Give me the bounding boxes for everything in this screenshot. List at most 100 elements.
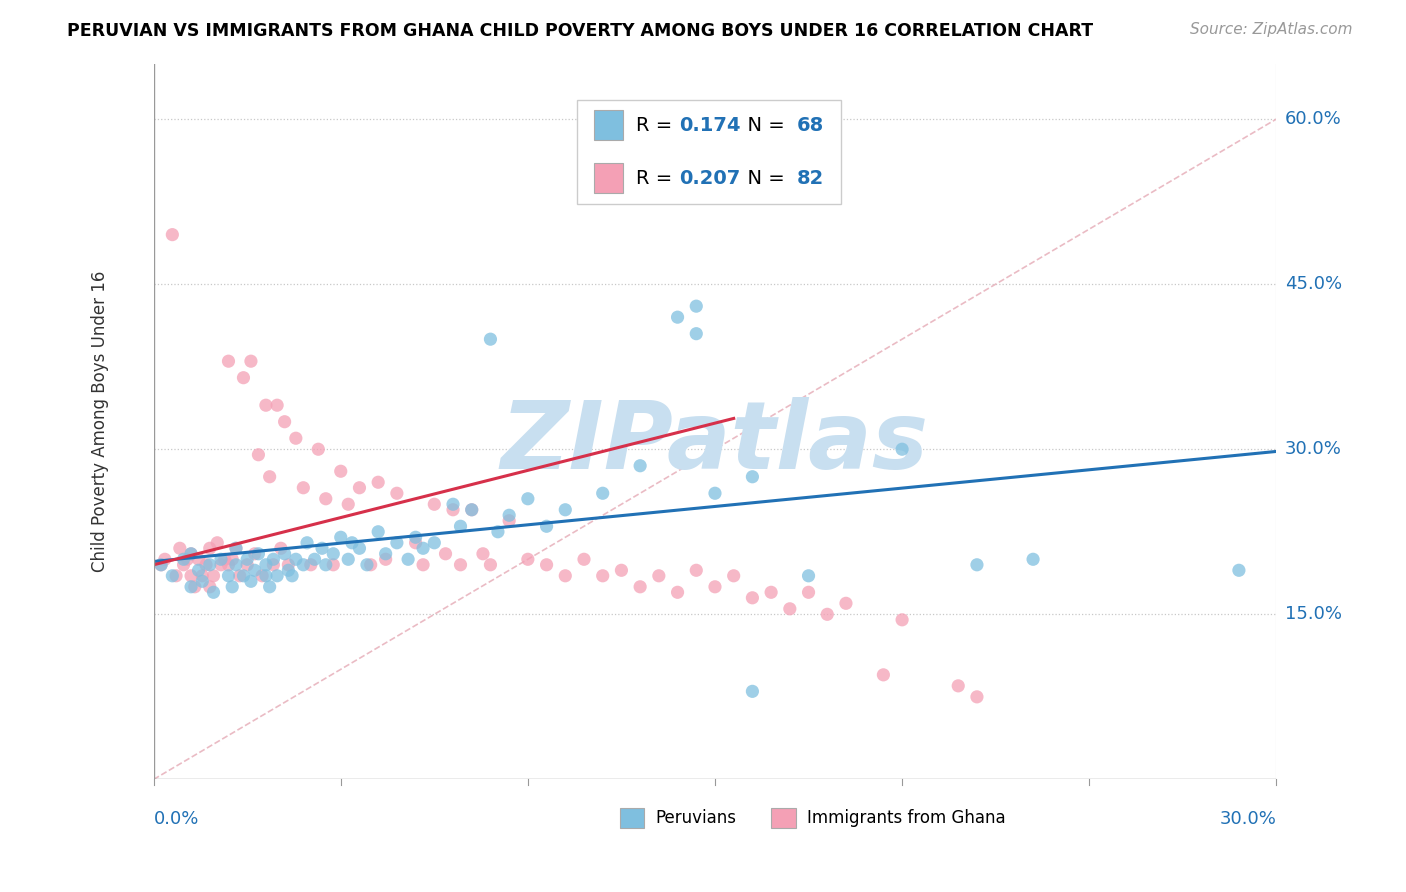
Point	[228, 569, 250, 583]
Point	[554, 502, 576, 516]
Point	[165, 569, 187, 583]
Point	[232, 370, 254, 384]
Point	[218, 569, 240, 583]
Text: 30.0%: 30.0%	[1219, 810, 1277, 828]
Point	[315, 491, 337, 506]
Point	[685, 563, 707, 577]
Point	[396, 552, 419, 566]
Text: R =: R =	[637, 116, 679, 135]
Point	[329, 530, 352, 544]
Point	[202, 585, 225, 599]
Point	[273, 547, 295, 561]
Point	[266, 398, 288, 412]
Point	[536, 519, 558, 533]
Point	[262, 552, 284, 566]
Point	[315, 558, 337, 572]
Point	[685, 326, 707, 341]
Point	[153, 552, 176, 566]
Point	[304, 552, 326, 566]
Point	[471, 547, 494, 561]
Point	[329, 464, 352, 478]
Point	[340, 535, 363, 549]
Point	[281, 569, 304, 583]
Point	[262, 558, 284, 572]
Text: N =: N =	[735, 116, 792, 135]
Point	[461, 502, 484, 516]
Point	[1227, 563, 1250, 577]
Point	[299, 558, 322, 572]
Point	[191, 574, 214, 589]
Point	[169, 541, 191, 556]
Point	[337, 497, 360, 511]
Point	[628, 458, 651, 473]
Point	[209, 558, 232, 572]
Point	[180, 569, 202, 583]
Point	[704, 580, 727, 594]
Point	[779, 602, 801, 616]
Point	[218, 558, 240, 572]
Point	[704, 486, 727, 500]
Point	[187, 563, 209, 577]
Point	[685, 299, 707, 313]
Text: 0.174: 0.174	[679, 116, 741, 135]
Point	[180, 547, 202, 561]
Point	[221, 552, 243, 566]
Point	[516, 552, 538, 566]
Point	[610, 563, 633, 577]
Point	[250, 569, 273, 583]
Point	[150, 558, 173, 572]
Point	[891, 442, 914, 457]
Point	[187, 552, 209, 566]
Text: PERUVIAN VS IMMIGRANTS FROM GHANA CHILD POVERTY AMONG BOYS UNDER 16 CORRELATION : PERUVIAN VS IMMIGRANTS FROM GHANA CHILD …	[67, 22, 1094, 40]
Point	[232, 569, 254, 583]
Point	[307, 442, 329, 457]
Point	[741, 469, 763, 483]
Text: 30.0%: 30.0%	[1285, 441, 1341, 458]
Point	[572, 552, 595, 566]
Point	[441, 497, 464, 511]
Bar	[593, 163, 623, 194]
Text: 68: 68	[797, 116, 824, 135]
Text: 82: 82	[797, 169, 824, 187]
Point	[277, 563, 299, 577]
Point	[266, 569, 288, 583]
Point	[173, 552, 195, 566]
Point	[243, 547, 266, 561]
Point	[225, 558, 247, 572]
Point	[239, 354, 262, 368]
Point	[254, 569, 277, 583]
Text: N =: N =	[735, 169, 792, 187]
Point	[247, 448, 270, 462]
Point	[423, 535, 446, 549]
Point	[349, 481, 371, 495]
Point	[225, 541, 247, 556]
Point	[441, 502, 464, 516]
Text: R =: R =	[637, 169, 679, 187]
Point	[259, 580, 281, 594]
Text: Immigrants from Ghana: Immigrants from Ghana	[807, 809, 1005, 827]
Text: ZIPatlas: ZIPatlas	[501, 397, 929, 489]
Point	[872, 668, 894, 682]
Point	[284, 431, 307, 445]
Point	[405, 530, 427, 544]
Point	[412, 558, 434, 572]
Point	[295, 535, 318, 549]
Point	[162, 227, 184, 242]
Point	[225, 541, 247, 556]
Point	[198, 558, 221, 572]
Point	[835, 596, 858, 610]
Text: 15.0%: 15.0%	[1285, 606, 1341, 624]
Point	[479, 332, 502, 346]
Point	[385, 486, 408, 500]
Point	[239, 574, 262, 589]
Point	[666, 310, 689, 325]
Point	[247, 547, 270, 561]
Point	[322, 547, 344, 561]
Point	[966, 558, 988, 572]
Text: 0.207: 0.207	[679, 169, 741, 187]
Point	[797, 585, 820, 599]
Text: Child Poverty Among Boys Under 16: Child Poverty Among Boys Under 16	[91, 271, 108, 573]
Point	[180, 547, 202, 561]
Point	[815, 607, 838, 622]
Point	[536, 558, 558, 572]
